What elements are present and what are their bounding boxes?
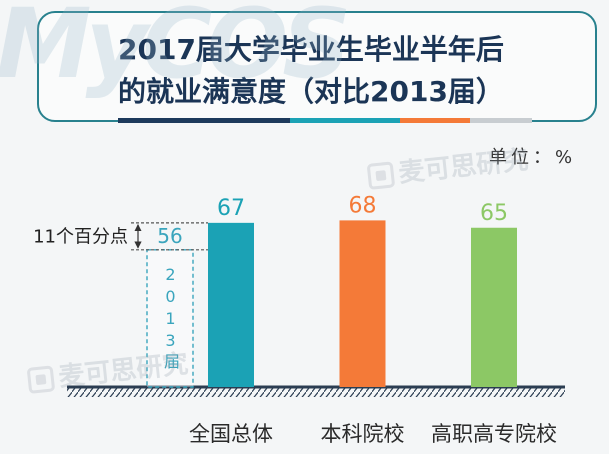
title-decor-strip (118, 118, 532, 123)
bar-national-overall (208, 222, 254, 387)
title-decor-segment-teal (290, 118, 400, 123)
category-label-higher-vocational: 高职高专院校 (431, 422, 557, 446)
chart-title-line-2: 的就业满意度（对比2013届） (118, 75, 504, 108)
category-label-undergraduate: 本科院校 (321, 422, 405, 446)
ground-hatching (67, 388, 565, 397)
value-label-higher-vocational: 65 (480, 201, 508, 226)
title-decor-segment-gray (470, 118, 532, 123)
bar-higher-vocational (471, 227, 517, 387)
chart-title-line-1: 2017届大学毕业生毕业半年后 (118, 33, 504, 66)
value-label-national-overall: 67 (217, 196, 245, 221)
value-label-2013-national-overall: 56 (157, 224, 182, 248)
difference-annotation-label: 11个百分点 (33, 226, 128, 247)
unit-label: 单位：% (489, 147, 577, 168)
value-label-undergraduate: 68 (349, 193, 377, 218)
baseline-ground-line (67, 385, 565, 389)
title-decor-segment-orange (400, 118, 470, 123)
category-label-national-overall: 全国总体 (189, 422, 273, 446)
bar-2013-national-overall (146, 249, 194, 388)
title-decor-segment-navy (118, 118, 290, 123)
bar-undergraduate (339, 220, 386, 387)
chart-marks: 67 全国总体 56 11个百分点 68 本科院校 65 高职高专院校 (33, 193, 557, 446)
title-box: 2017届大学毕业生毕业半年后 的就业满意度（对比2013届） (37, 11, 597, 122)
